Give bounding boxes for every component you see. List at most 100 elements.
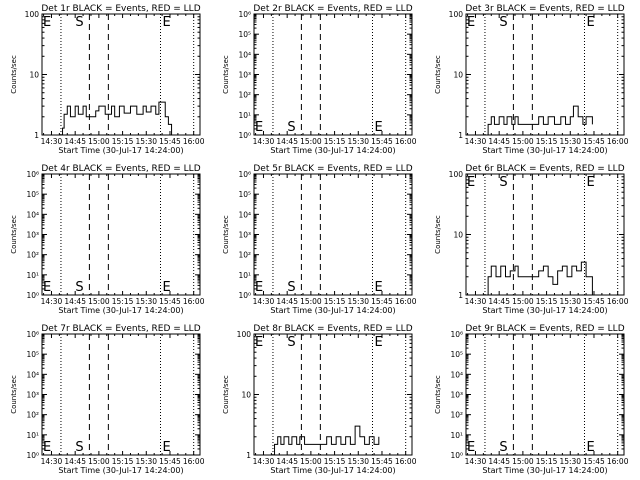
x-tick-label: 14:45 [64, 457, 86, 466]
x-tick-label: 15:15 [112, 297, 134, 306]
x-tick-label: 15:00 [88, 457, 110, 466]
x-tick-label: 14:45 [488, 297, 510, 306]
x-tick-label: 14:30 [253, 297, 275, 306]
x-tick-label: 15:30 [559, 297, 581, 306]
x-tick-label: 15:45 [159, 297, 181, 306]
x-tick-label: 15:45 [583, 297, 605, 306]
x-tick-label: 16:00 [183, 297, 205, 306]
x-tick-label: 14:45 [488, 457, 510, 466]
x-tick-label: 14:45 [276, 297, 298, 306]
y-tick-label: 10³ [238, 71, 251, 80]
detector-panel-9: Det 9r BLACK = Events, RED = LLD 14:30 14:… [434, 324, 629, 475]
plot-frame [253, 173, 413, 296]
detector-panel-7: Det 7r BLACK = Events, RED = LLD 14:30 14:… [10, 324, 205, 475]
y-tick-label: 10¹ [26, 431, 39, 440]
panel-title: Det 1r BLACK = Events, RED = LLD [41, 4, 200, 14]
x-tick-label: 16:00 [183, 457, 205, 466]
x-axis-label: Start Time (30-Jul-17 14:24:00) [58, 306, 183, 315]
x-tick-label: 15:00 [88, 137, 110, 146]
y-tick-label: 10⁵ [238, 30, 251, 39]
marker-e-right: E [587, 175, 595, 190]
x-tick-label: 16:00 [607, 457, 629, 466]
x-tick-label: 15:00 [300, 297, 322, 306]
detector-panel-1: Det 1r BLACK = Events, RED = LLD 14:30 14:… [10, 4, 205, 155]
x-tick-label: 15:45 [583, 137, 605, 146]
y-tick-label: 10⁰ [238, 291, 251, 300]
marker-s: S [499, 175, 507, 190]
series-line-1 [62, 101, 173, 135]
y-tick-label: 10⁴ [26, 370, 39, 379]
x-tick-label: 15:30 [559, 457, 581, 466]
x-tick-label: 15:45 [159, 457, 181, 466]
marker-s: S [499, 15, 507, 30]
marker-e-right: E [163, 15, 171, 30]
plot-frame [253, 13, 413, 136]
x-axis-label: Start Time (30-Jul-17 14:24:00) [482, 466, 607, 475]
y-tick-label: 100 [449, 10, 464, 19]
x-tick-label: 14:30 [41, 457, 63, 466]
panel-title: Det 3r BLACK = Events, RED = LLD [465, 4, 624, 14]
panel-title: Det 6r BLACK = Events, RED = LLD [465, 164, 624, 174]
x-tick-label: 14:30 [465, 297, 487, 306]
y-tick-label: 10² [26, 251, 39, 260]
detector-panel-4: Det 4r BLACK = Events, RED = LLD 14:30 14:… [10, 164, 205, 315]
x-tick-label: 15:45 [583, 457, 605, 466]
y-tick-label: 10⁶ [26, 330, 39, 339]
y-tick-label: 10³ [26, 231, 39, 240]
x-tick-label: 15:30 [347, 457, 369, 466]
y-tick-label: 10⁶ [26, 170, 39, 179]
y-tick-label: 10 [29, 71, 39, 80]
y-axis-label: Counts/sec [10, 215, 18, 254]
x-tick-label: 15:00 [512, 137, 534, 146]
y-tick-label: 1 [458, 291, 463, 300]
x-tick-label: 15:30 [135, 137, 157, 146]
y-tick-label: 10⁰ [26, 291, 39, 300]
marker-e-left: E [255, 120, 263, 135]
y-tick-label: 10¹ [450, 431, 463, 440]
y-tick-label: 10⁴ [450, 370, 463, 379]
series-line-1 [487, 105, 593, 135]
y-tick-label: 10⁵ [26, 350, 39, 359]
panel-title: Det 2r BLACK = Events, RED = LLD [253, 4, 412, 14]
marker-e-right: E [163, 280, 171, 295]
marker-e-left: E [43, 15, 51, 30]
marker-e-right: E [375, 120, 383, 135]
x-tick-label: 15:15 [324, 297, 346, 306]
y-tick-label: 10² [238, 91, 251, 100]
x-tick-label: 15:00 [512, 297, 534, 306]
y-axis-label: Counts/sec [434, 375, 442, 414]
y-tick-label: 10² [26, 411, 39, 420]
x-tick-label: 15:15 [324, 137, 346, 146]
x-tick-label: 15:15 [536, 297, 558, 306]
plot-frame [465, 333, 625, 456]
y-tick-label: 10 [241, 391, 251, 400]
plot-frame [41, 333, 201, 456]
detector-panel-2: Det 2r BLACK = Events, RED = LLD 14:30 14:… [222, 4, 417, 155]
x-axis-label: Start Time (30-Jul-17 14:24:00) [270, 306, 395, 315]
y-tick-label: 10⁵ [26, 190, 39, 199]
y-tick-label: 10¹ [26, 271, 39, 280]
x-axis-label: Start Time (30-Jul-17 14:24:00) [58, 466, 183, 475]
marker-s: S [287, 335, 295, 350]
y-tick-label: 100 [237, 330, 252, 339]
y-tick-label: 1 [458, 131, 463, 140]
y-tick-label: 10⁰ [450, 451, 463, 460]
y-tick-label: 10⁴ [238, 50, 251, 59]
detector-panel-6: Det 6r BLACK = Events, RED = LLD 14:30 14:… [434, 164, 629, 315]
marker-e-left: E [43, 280, 51, 295]
detector-panel-8: Det 8r BLACK = Events, RED = LLD 14:30 14:… [222, 324, 417, 475]
plot-frame [41, 173, 201, 296]
x-tick-label: 14:45 [276, 137, 298, 146]
y-axis-label: Counts/sec [10, 375, 18, 414]
x-tick-label: 15:30 [559, 137, 581, 146]
panel-title: Det 4r BLACK = Events, RED = LLD [41, 164, 200, 174]
marker-e-right: E [587, 440, 595, 455]
x-tick-label: 16:00 [395, 457, 417, 466]
x-tick-label: 14:45 [64, 137, 86, 146]
marker-s: S [75, 280, 83, 295]
marker-s: S [287, 280, 295, 295]
x-tick-label: 15:45 [371, 137, 393, 146]
y-tick-label: 10⁰ [26, 451, 39, 460]
x-tick-label: 14:30 [253, 457, 275, 466]
y-tick-label: 10⁴ [238, 210, 251, 219]
